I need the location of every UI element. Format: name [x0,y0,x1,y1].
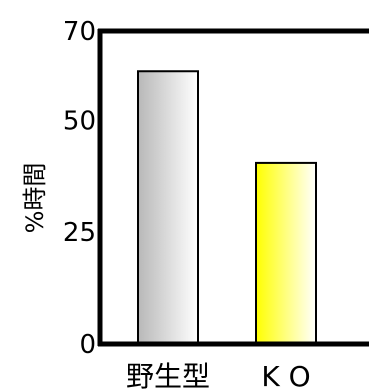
y-tick-label: 70 [63,17,96,47]
category-label: K O [261,360,310,392]
bar-wild-type [137,70,199,345]
y-tick-labels: 0 25 50 70 [63,17,96,360]
category-label: 野生型 [126,360,210,392]
y-tick-label: 50 [63,106,96,136]
y-tick-label: 0 [79,330,96,360]
category-labels: 野生型 K O [126,360,311,392]
y-axis-label: %時間 [21,163,49,234]
bar-ko [255,161,317,345]
bars [137,70,317,345]
y-tick-label: 25 [63,218,96,248]
